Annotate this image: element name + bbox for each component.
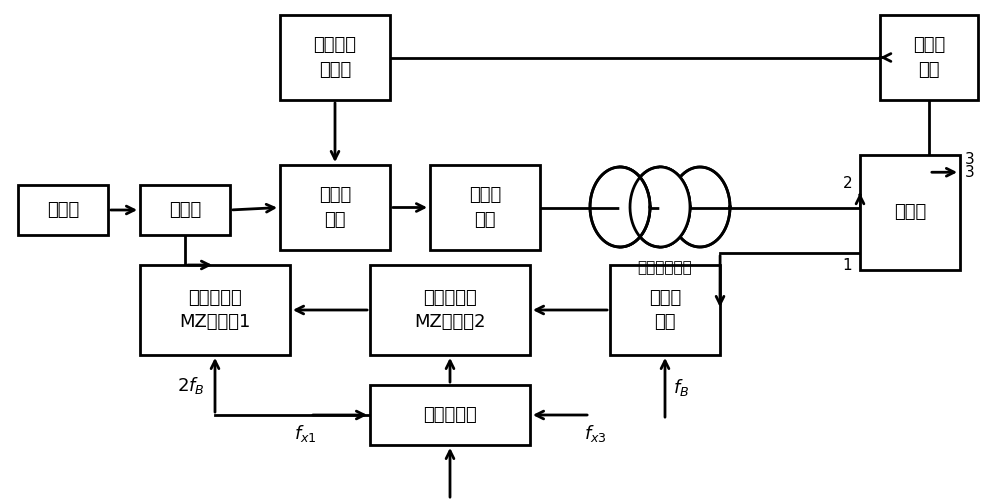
Text: 耦合器: 耦合器 (169, 201, 201, 219)
Polygon shape (620, 167, 650, 247)
Text: 第二双平行
MZ调制器2: 第二双平行 MZ调制器2 (414, 289, 486, 332)
Text: $2f_B$: $2f_B$ (177, 375, 205, 395)
Bar (18, 185, 108, 235)
Bar (280, 165, 390, 250)
Text: 强度调
制器: 强度调 制器 (649, 289, 681, 332)
Bar (280, 15, 390, 100)
Text: 相位调
制器: 相位调 制器 (319, 186, 351, 229)
Bar (860, 155, 960, 270)
Text: 3: 3 (965, 165, 975, 180)
Text: 光电探
测器: 光电探 测器 (913, 36, 945, 79)
Text: 3: 3 (965, 152, 975, 167)
Text: $f_B$: $f_B$ (673, 377, 689, 398)
Bar (370, 265, 530, 355)
Text: $f_{x3}$: $f_{x3}$ (584, 423, 606, 444)
Text: 环形器: 环形器 (894, 203, 926, 221)
Text: 1: 1 (842, 258, 852, 273)
Bar (430, 165, 540, 250)
Bar (140, 265, 290, 355)
Text: 高非线性光纤: 高非线性光纤 (638, 260, 692, 275)
Text: $f_{x1}$: $f_{x1}$ (294, 423, 316, 444)
Text: 第一双平行
MZ调制器1: 第一双平行 MZ调制器1 (179, 289, 251, 332)
Text: 偏振控
制器: 偏振控 制器 (469, 186, 501, 229)
Text: 激光器: 激光器 (47, 201, 79, 219)
Text: 矢量网络
分析仪: 矢量网络 分析仪 (314, 36, 356, 79)
Bar (370, 385, 530, 445)
Bar (140, 185, 230, 235)
Bar (610, 265, 720, 355)
Text: 微波耦合器: 微波耦合器 (423, 406, 477, 424)
Polygon shape (660, 167, 690, 247)
Text: 2: 2 (842, 176, 852, 191)
Bar (880, 15, 978, 100)
